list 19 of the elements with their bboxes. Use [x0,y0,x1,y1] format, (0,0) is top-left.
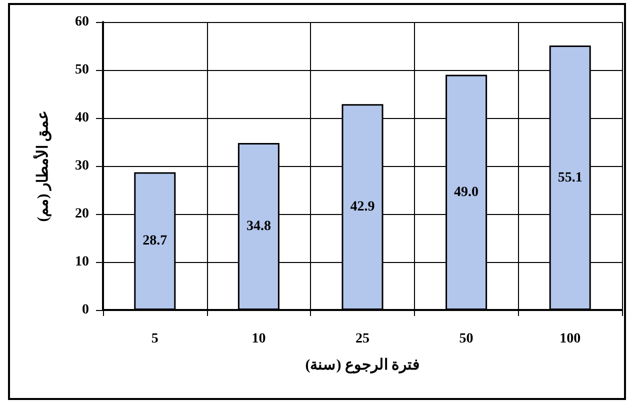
y-tick-label: 10 [75,254,89,270]
y-tick-label: 40 [75,110,89,126]
x-tick-label: 10 [252,332,266,346]
y-tick-label: 0 [82,302,89,318]
y-axis-title: عمق الأمطار (مم) [32,110,52,222]
data-label: 49.0 [454,184,479,200]
data-label: 42.9 [350,200,375,215]
x-tick-label: 50 [459,332,474,346]
y-tick-label: 50 [75,62,89,78]
y-tick-label: 60 [75,14,89,30]
x-axis-title: فترة الرجوع (سنة) [305,358,420,374]
y-tick-label: 20 [75,206,89,222]
data-label: 28.7 [142,234,168,249]
data-label: 34.8 [246,218,271,234]
x-tick-label: 100 [560,332,581,346]
data-label: 55.1 [558,170,582,186]
x-tick-label: 25 [356,332,370,346]
x-tick-label: 5 [151,332,158,346]
y-tick-label: 30 [75,158,89,174]
